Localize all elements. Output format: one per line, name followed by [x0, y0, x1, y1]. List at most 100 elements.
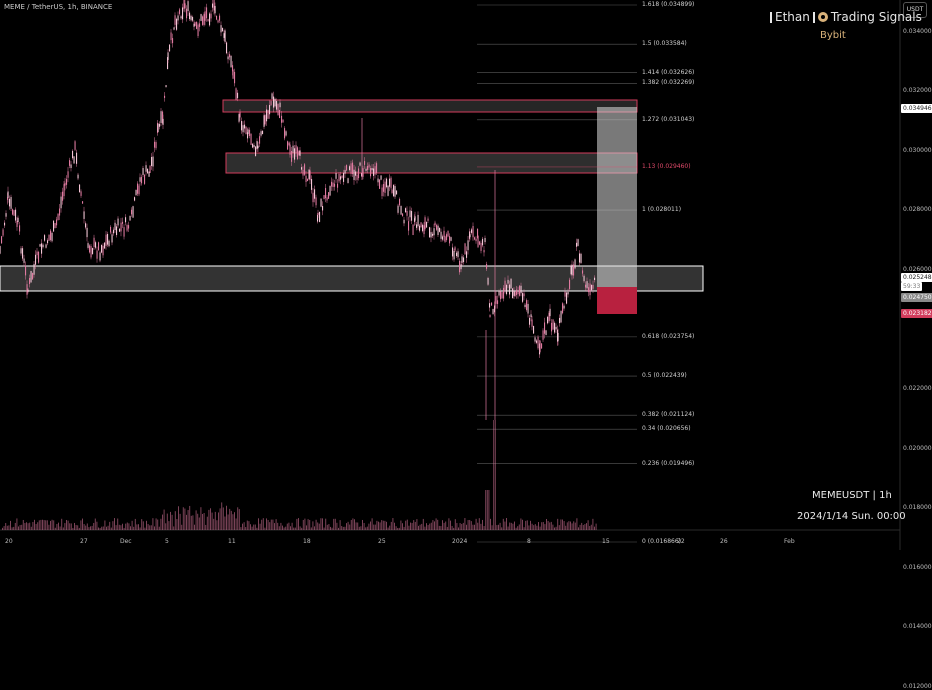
volume-bar [219, 508, 221, 530]
volume-bar [539, 526, 541, 530]
volume-bar [35, 524, 37, 530]
candle-body [365, 168, 367, 171]
volume-bar [173, 526, 175, 530]
candle-body [120, 222, 122, 232]
candle-body [541, 343, 543, 349]
volume-bar [459, 523, 461, 530]
candle-body [53, 220, 55, 232]
candle-body [328, 192, 330, 199]
candle-body [531, 319, 533, 327]
candle-body [403, 219, 405, 224]
volume-bar [19, 525, 21, 530]
volume-bar [168, 521, 170, 530]
fib-level-label: 1 (0.028011) [642, 206, 682, 214]
candle-body [577, 239, 579, 246]
candle-body [412, 224, 414, 236]
volume-bar [102, 526, 104, 530]
price-tick-label: 0.028000 [903, 206, 932, 214]
volume-bar [286, 523, 288, 530]
candle-body [409, 210, 411, 218]
candle-body [45, 244, 47, 248]
candle-body [162, 118, 164, 125]
candle-body [183, 0, 185, 9]
price-chart[interactable] [0, 0, 932, 550]
volume-bar [379, 522, 381, 530]
volume-bar [446, 526, 448, 530]
candle-body [594, 277, 596, 281]
volume-bar [184, 508, 186, 530]
resistance-zone-upper[interactable] [222, 99, 638, 113]
volume-bar [160, 518, 162, 530]
volume-bar [235, 518, 237, 530]
candle-body [232, 69, 234, 79]
volume-bar [139, 527, 141, 530]
volume-bar [482, 519, 483, 530]
candle-body [107, 233, 109, 245]
support-zone[interactable] [0, 265, 704, 292]
candle-body [64, 182, 66, 186]
volume-bar [280, 522, 282, 530]
candle-body [41, 243, 43, 254]
volume-bar [48, 524, 50, 530]
volume-bar [534, 524, 536, 530]
volume-bar [373, 524, 375, 530]
candle-body [206, 7, 208, 19]
volume-bar [154, 526, 155, 530]
candle-body [513, 290, 515, 296]
symbol-title[interactable]: MEME / TetherUS, 1h, BINANCE [4, 3, 113, 11]
volume-bar [312, 521, 314, 530]
volume-bar [94, 518, 96, 530]
volume-bar [414, 521, 416, 530]
volume-bar [86, 523, 88, 530]
candle-body [436, 225, 438, 230]
volume-bar [6, 525, 8, 530]
candle-body [422, 224, 424, 232]
fib-level-label: 1.5 (0.033584) [642, 40, 687, 48]
candle-body [299, 150, 301, 156]
volume-bar [438, 525, 440, 530]
candle-body [472, 226, 474, 238]
resistance-zone-lower[interactable] [225, 152, 638, 174]
volume-bar [106, 526, 107, 530]
volume-bar [222, 507, 224, 530]
candle-body [509, 284, 511, 295]
candle-body [214, 5, 216, 14]
candle-body [479, 241, 481, 245]
price-tick-label: 0.026000 [903, 266, 932, 273]
candle-body [203, 14, 205, 25]
candle-body [281, 115, 283, 123]
volume-bar [125, 523, 127, 530]
volume-bar [386, 521, 387, 530]
long-position-target[interactable] [597, 107, 637, 287]
volume-bar [549, 522, 551, 530]
volume-bar [405, 520, 407, 530]
candle-body [376, 163, 378, 174]
volume-bar [245, 527, 247, 530]
volume-bar [30, 526, 32, 530]
time-tick-label: 25 [378, 538, 386, 545]
candle-body [551, 322, 553, 332]
volume-bar [392, 518, 394, 530]
volume-bar [358, 526, 360, 530]
volume-bar [242, 523, 243, 530]
candle-body [277, 103, 279, 116]
fib-level-label: 1.13 (0.029460) [642, 162, 691, 170]
volume-bar [237, 507, 239, 530]
volume-bar [165, 523, 167, 530]
volume-bar [202, 513, 203, 530]
candle-body [113, 229, 115, 234]
volume-bar [227, 514, 229, 530]
candle-body [210, 13, 212, 19]
candle-body [497, 300, 499, 304]
volume-bar [466, 524, 467, 530]
candle-body [48, 234, 50, 241]
candle-body [557, 332, 559, 342]
volume-bar [350, 519, 352, 530]
volume-bar [322, 518, 323, 530]
volume-bar [187, 510, 189, 530]
candle-body [510, 278, 512, 289]
volume-bar [450, 520, 451, 530]
volume-bar [531, 523, 533, 530]
long-position-stop[interactable] [597, 287, 637, 314]
currency-button[interactable]: USDT [903, 2, 927, 18]
